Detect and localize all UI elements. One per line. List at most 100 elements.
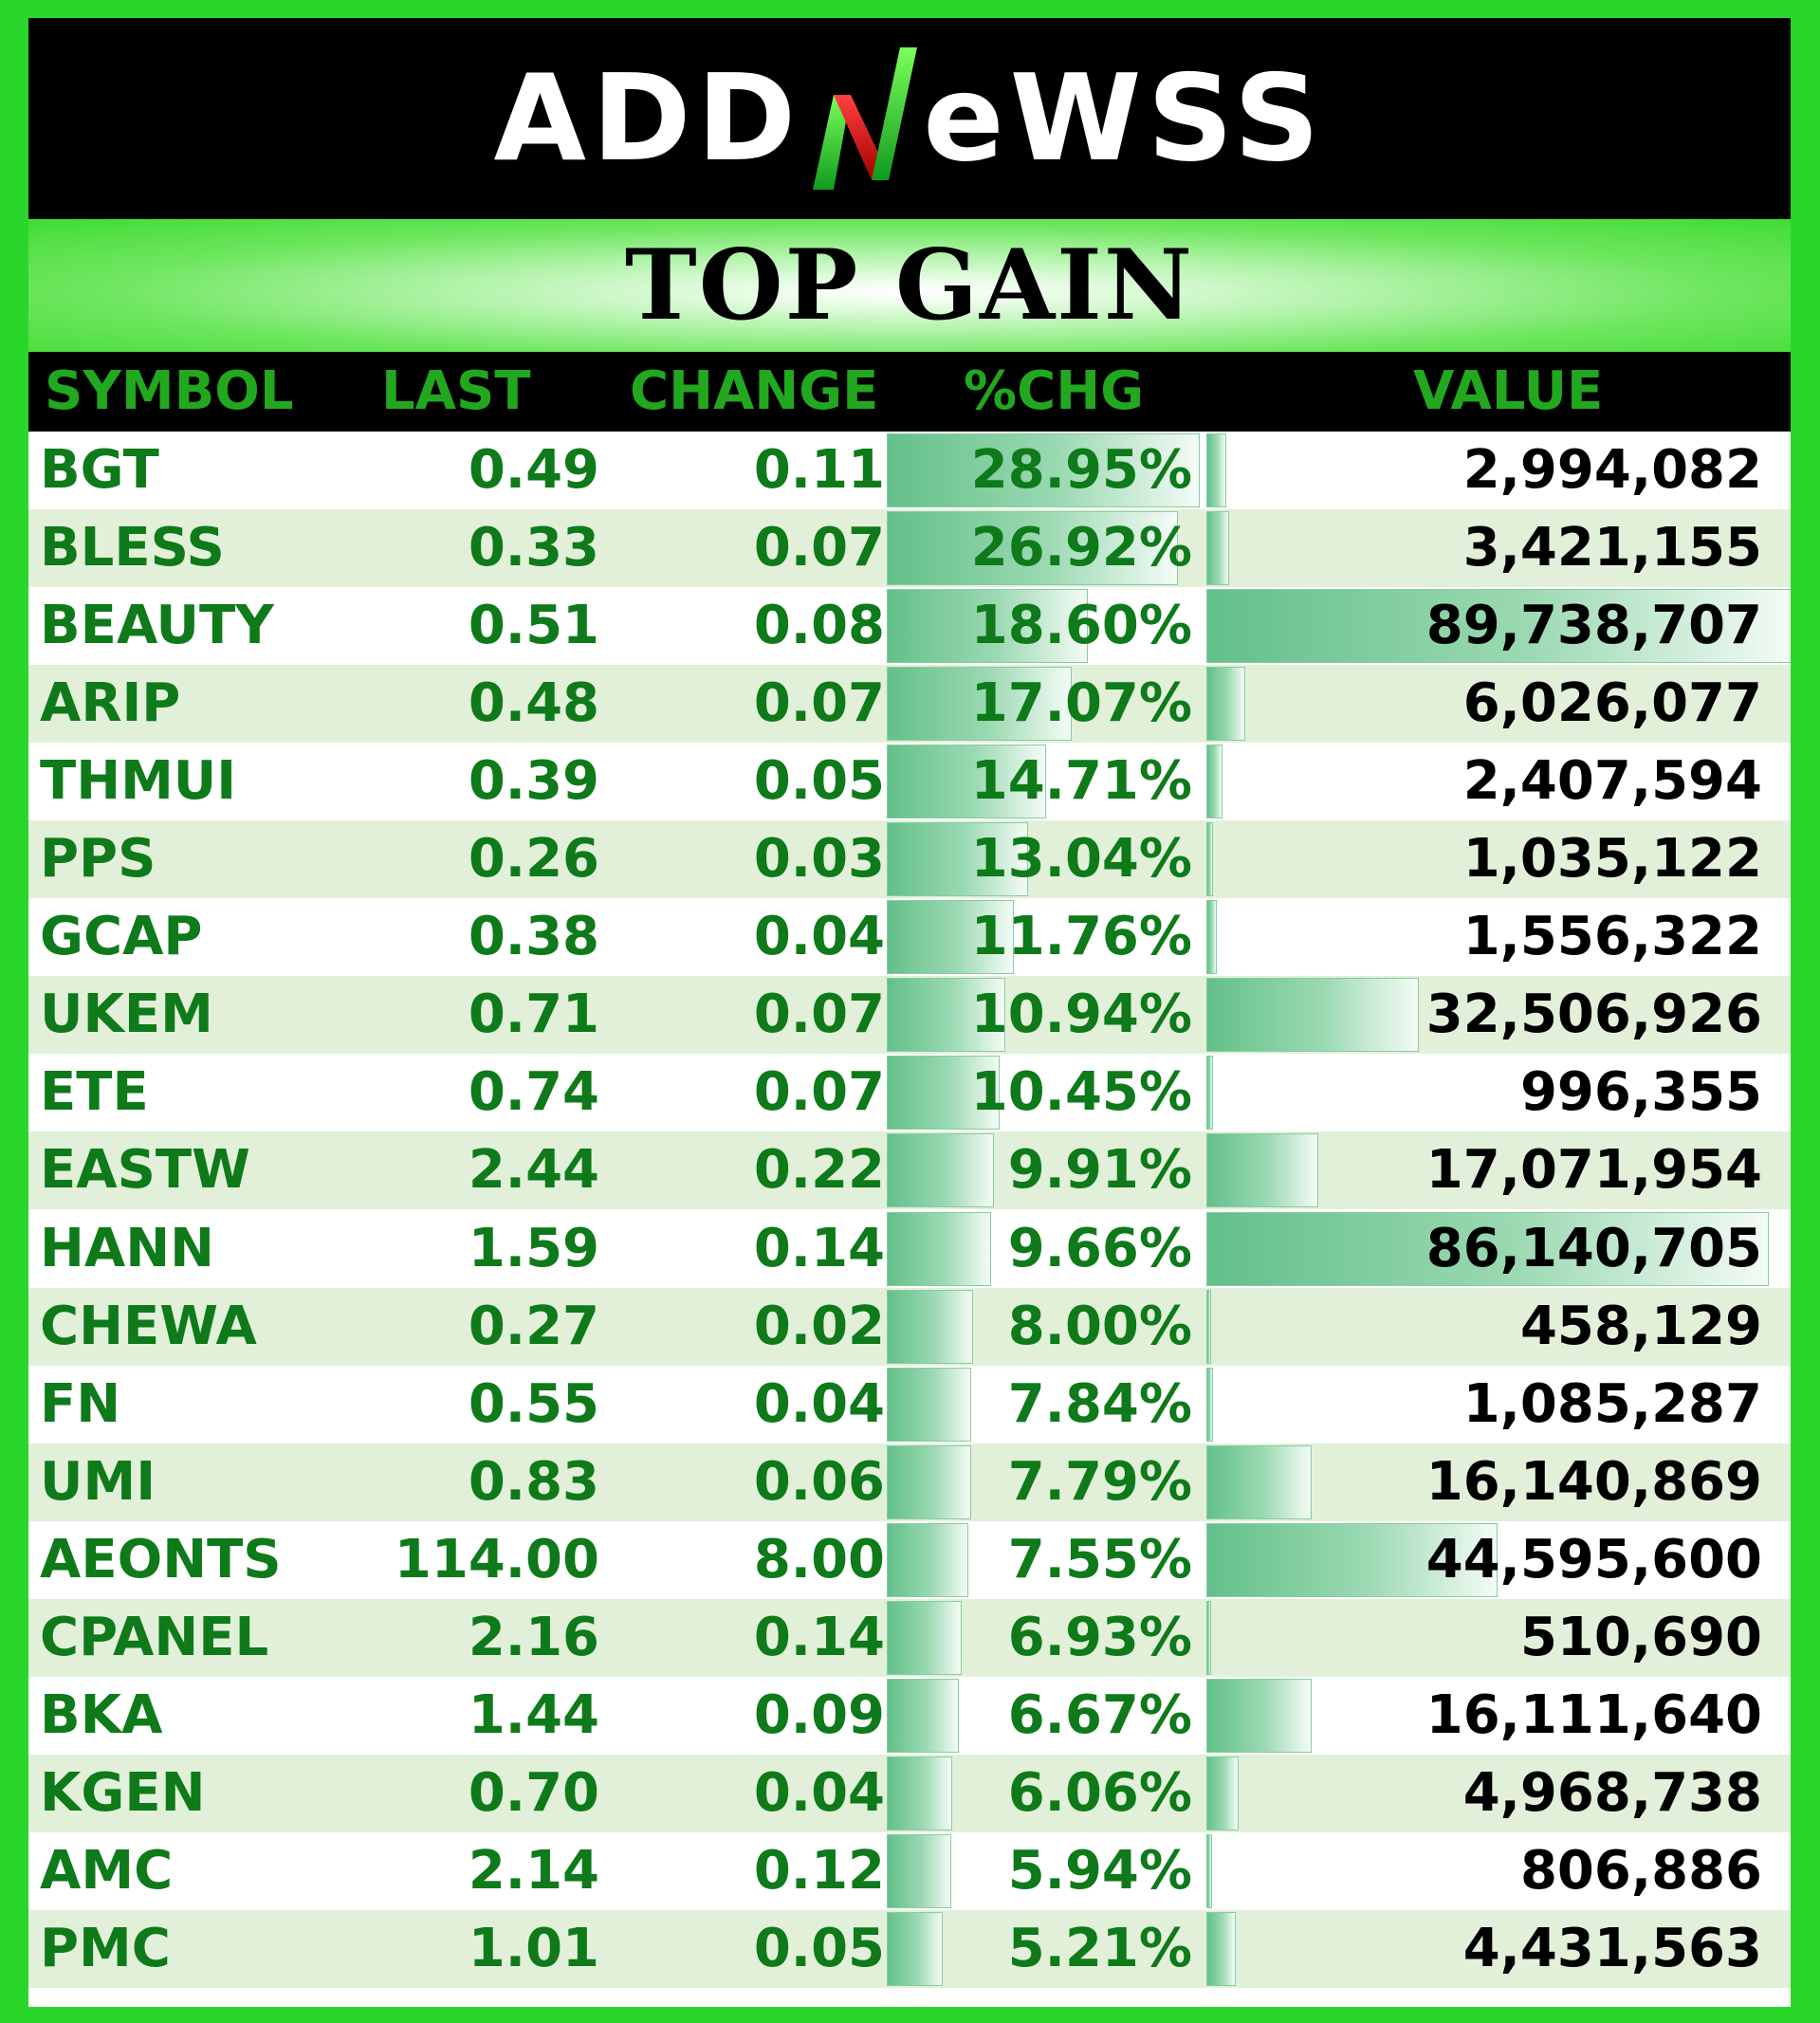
change-cell: 0.14 (753, 1217, 885, 1279)
symbol-cell: BGT (40, 439, 159, 501)
change-cell: 0.05 (753, 1917, 885, 1979)
pct-change-bar (887, 1289, 974, 1364)
table-row: AEONTS 114.00 8.00 7.55% 44,595,600 (28, 1521, 1791, 1599)
n-arrow-icon (813, 47, 918, 190)
value-bar (1206, 589, 1791, 664)
pct-change-cell: 7.84% (1007, 1372, 1192, 1435)
pct-change-bar (887, 511, 1178, 586)
last-price-cell: 0.48 (468, 672, 599, 735)
table-row: BKA 1.44 0.09 6.67% 16,111,640 (28, 1677, 1791, 1755)
last-price-cell: 0.83 (468, 1450, 599, 1513)
pct-change-cell: 11.76% (970, 906, 1192, 968)
pct-change-bar (887, 1600, 962, 1675)
change-cell: 0.14 (753, 1606, 885, 1668)
table-row: HANN 1.59 0.14 9.66% 86,140,705 (28, 1210, 1791, 1288)
pct-change-bar (887, 900, 1015, 975)
value-bar (1206, 1289, 1211, 1364)
last-price-cell: 0.33 (468, 517, 599, 579)
symbol-cell: THMUI (40, 750, 237, 813)
table-row: THMUI 0.39 0.05 14.71% 2,407,594 (28, 743, 1791, 820)
value-cell: 458,129 (1519, 1295, 1762, 1357)
value-bar (1206, 1133, 1318, 1208)
symbol-cell: AMC (40, 1839, 174, 1902)
logo-text-left: ADD (493, 48, 802, 188)
value-cell: 1,085,287 (1462, 1372, 1762, 1435)
table-row: AMC 2.14 0.12 5.94% 806,886 (28, 1832, 1791, 1910)
title-banner: TOP GAIN (28, 219, 1791, 352)
table-row: UMI 0.83 0.06 7.79% 16,140,869 (28, 1443, 1791, 1521)
pct-change-bar (887, 745, 1046, 819)
value-cell: 17,071,954 (1425, 1139, 1762, 1202)
last-price-cell: 2.14 (468, 1839, 599, 1902)
header-change: CHANGE (630, 360, 879, 422)
pct-change-bar (887, 978, 1005, 1053)
table-row: BEAUTY 0.51 0.08 18.60% 89,738,707 (28, 587, 1791, 665)
pct-change-cell: 5.94% (1007, 1839, 1192, 1902)
symbol-cell: HANN (40, 1217, 214, 1279)
pct-change-bar (887, 1056, 1001, 1131)
last-price-cell: 0.70 (468, 1761, 599, 1824)
header-symbol: SYMBOL (45, 360, 294, 422)
pct-change-cell: 28.95% (970, 439, 1192, 501)
symbol-cell: AEONTS (40, 1528, 282, 1591)
header-value: VALUE (1413, 360, 1604, 422)
symbol-cell: GCAP (40, 906, 203, 968)
pct-change-cell: 7.55% (1007, 1528, 1192, 1591)
pct-change-cell: 26.92% (970, 517, 1192, 579)
pct-change-cell: 6.06% (1007, 1761, 1192, 1824)
symbol-cell: BKA (40, 1683, 163, 1746)
change-cell: 0.07 (753, 672, 885, 735)
change-cell: 0.07 (753, 1061, 885, 1124)
symbol-cell: FN (40, 1372, 121, 1435)
pct-change-cell: 10.94% (970, 984, 1192, 1046)
table-row: PMC 1.01 0.05 5.21% 4,431,563 (28, 1909, 1791, 1988)
value-cell: 806,886 (1519, 1839, 1762, 1902)
pct-change-bar (887, 1133, 994, 1208)
gainers-table: BGT 0.49 0.11 28.95% 2,994,082 BLESS 0.33 0.07 2… (28, 432, 1791, 2007)
value-bar (1206, 1367, 1214, 1442)
change-cell: 8.00 (753, 1528, 885, 1591)
value-bar (1206, 511, 1229, 586)
pct-change-cell: 7.79% (1007, 1450, 1192, 1513)
value-cell: 996,355 (1519, 1061, 1762, 1124)
addnewss-logo: ADD eWSS (28, 18, 1791, 219)
table-row: UKEM 0.71 0.07 10.94% 32,506,926 (28, 976, 1791, 1055)
pct-change-cell: 9.66% (1007, 1217, 1192, 1279)
value-cell: 2,994,082 (1462, 439, 1762, 501)
change-cell: 0.11 (753, 439, 885, 501)
value-bar (1206, 1678, 1312, 1753)
value-bar (1206, 667, 1246, 742)
value-bar (1206, 1833, 1212, 1908)
pct-change-bar (887, 589, 1089, 664)
change-cell: 0.09 (753, 1683, 885, 1746)
change-cell: 0.22 (753, 1139, 885, 1202)
change-cell: 0.05 (753, 750, 885, 813)
pct-change-cell: 6.67% (1007, 1683, 1192, 1746)
pct-change-cell: 8.00% (1007, 1295, 1192, 1357)
value-bar (1206, 1444, 1313, 1519)
last-price-cell: 114.00 (394, 1528, 599, 1591)
last-price-cell: 0.26 (468, 828, 599, 891)
symbol-cell: UKEM (40, 984, 213, 1046)
value-bar (1206, 1211, 1770, 1286)
change-cell: 0.03 (753, 828, 885, 891)
pct-change-cell: 6.93% (1007, 1606, 1192, 1668)
pct-change-bar (887, 1522, 969, 1597)
value-cell: 44,595,600 (1425, 1528, 1762, 1591)
last-price-cell: 2.44 (468, 1139, 599, 1202)
symbol-cell: ETE (40, 1061, 149, 1124)
value-bar (1206, 1522, 1498, 1597)
value-cell: 86,140,705 (1425, 1217, 1762, 1279)
symbol-cell: BEAUTY (40, 595, 274, 657)
value-cell: 6,026,077 (1462, 672, 1762, 735)
value-bar (1206, 1056, 1213, 1131)
symbol-cell: ARIP (40, 672, 181, 735)
change-cell: 0.06 (753, 1450, 885, 1513)
pct-change-cell: 18.60% (970, 595, 1192, 657)
change-cell: 0.08 (753, 595, 885, 657)
change-cell: 0.02 (753, 1295, 885, 1357)
pct-change-bar (887, 1211, 992, 1286)
value-bar (1206, 978, 1419, 1053)
table-row: CHEWA 0.27 0.02 8.00% 458,129 (28, 1287, 1791, 1366)
symbol-cell: CPANEL (40, 1606, 269, 1668)
